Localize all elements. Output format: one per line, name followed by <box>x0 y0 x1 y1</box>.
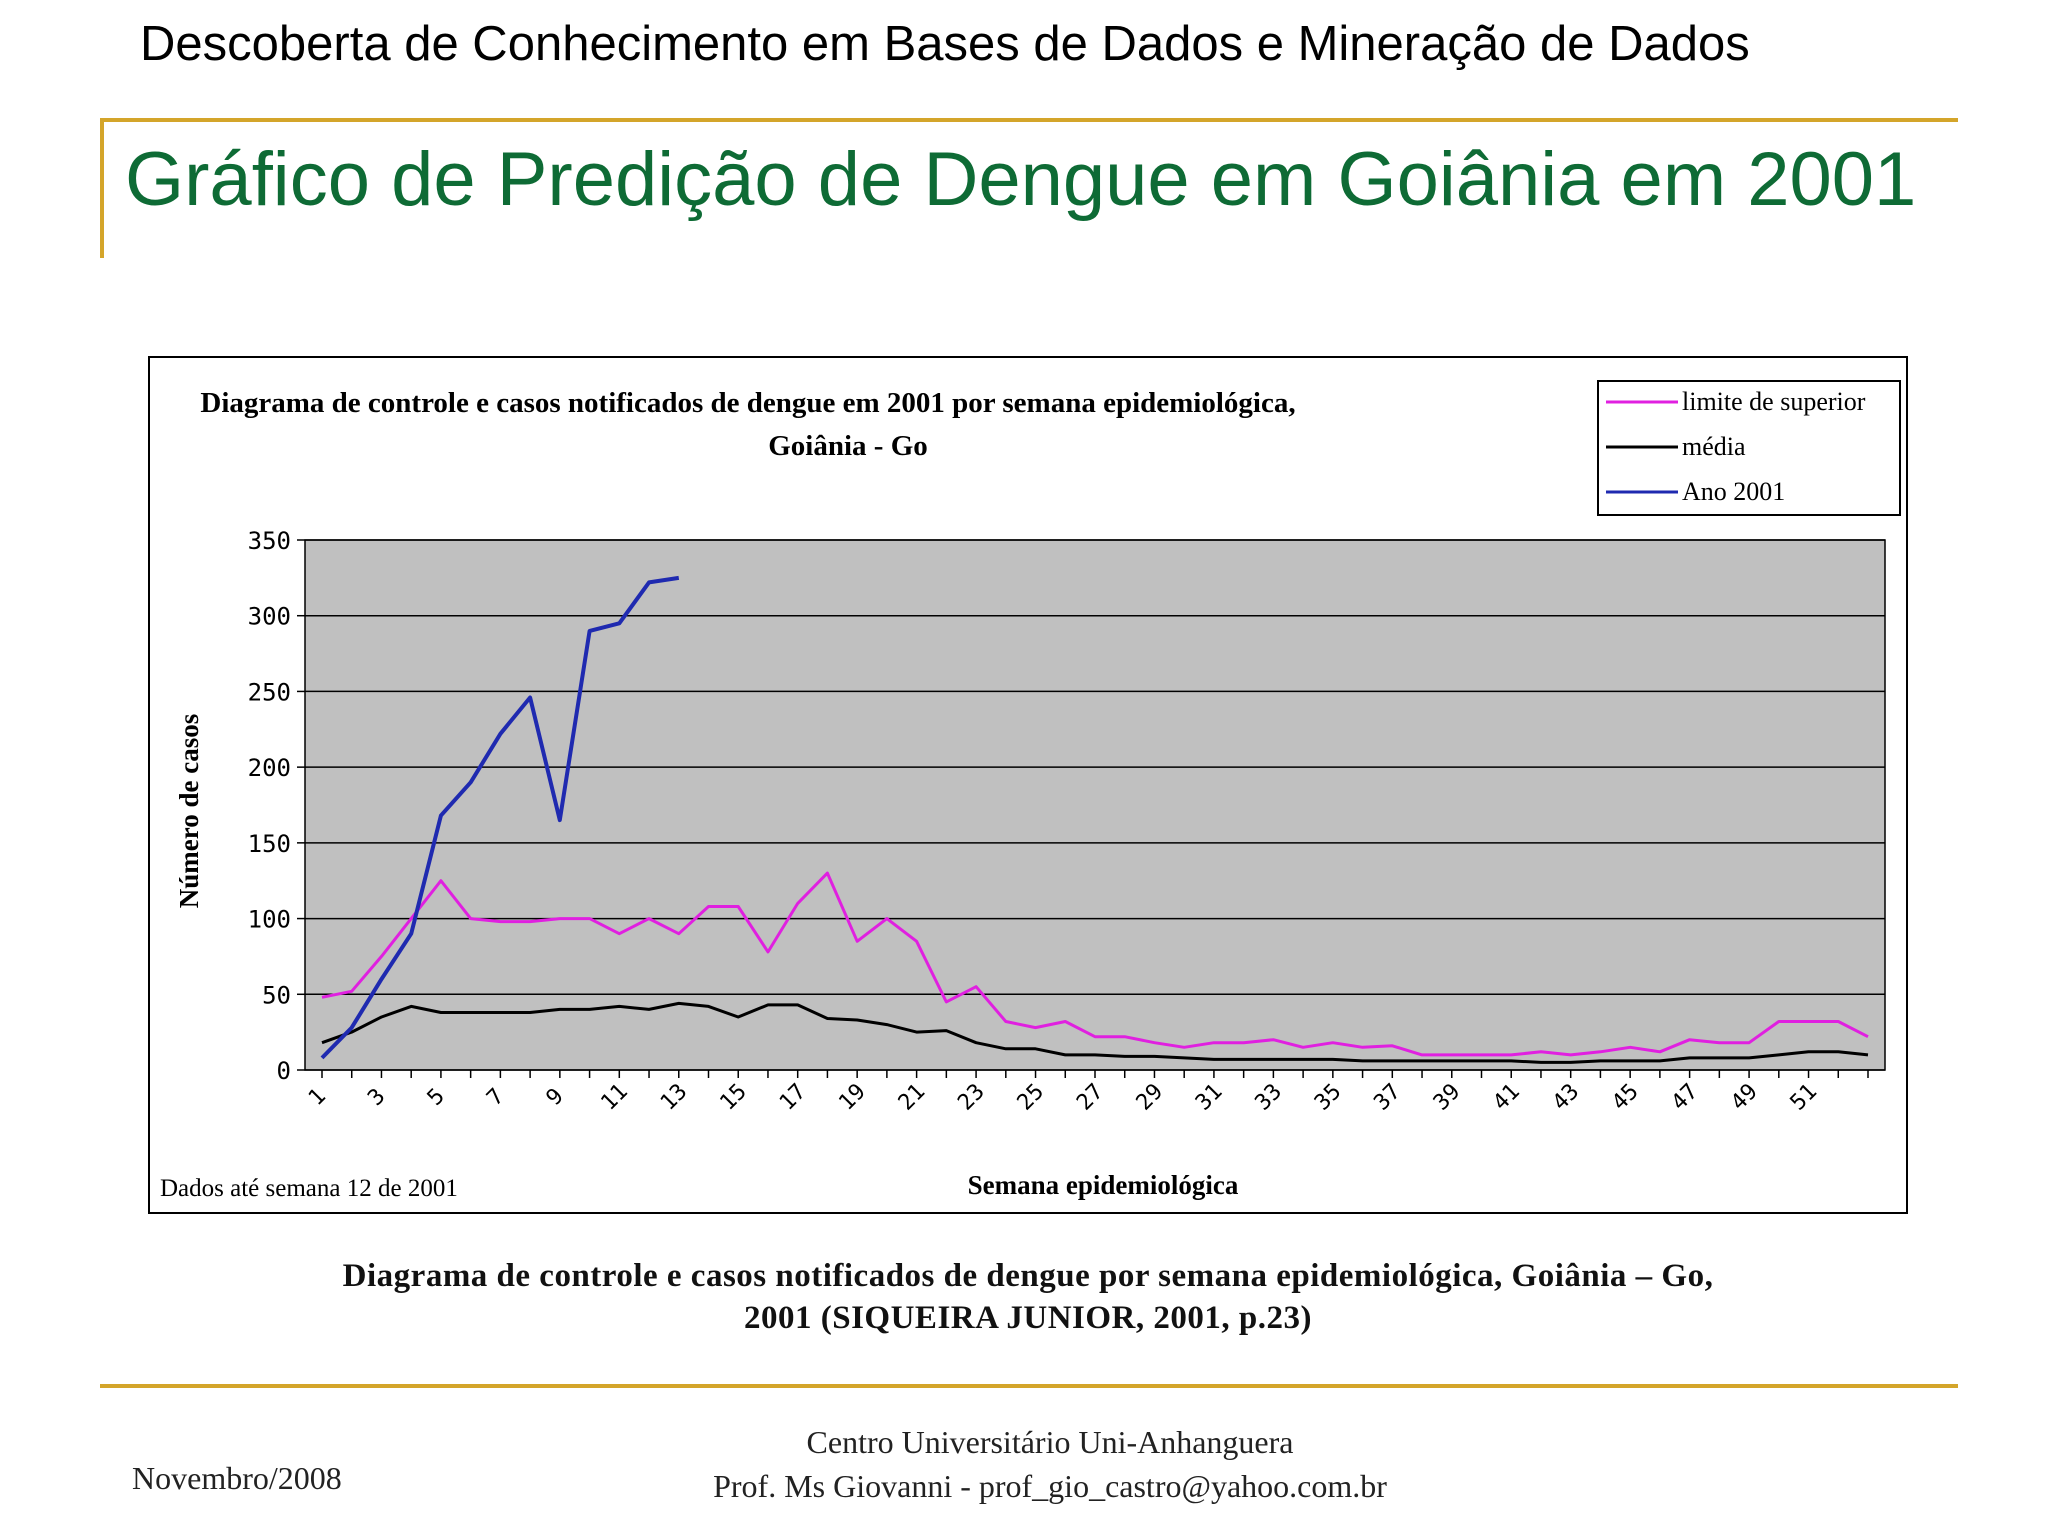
footer-credits: Centro Universitário Uni-Anhanguera Prof… <box>500 1420 1600 1508</box>
figure-caption: Diagrama de controle e casos notificados… <box>148 1255 1908 1339</box>
series-line-ano-2001 <box>320 575 680 1060</box>
y-tick-label: 0 <box>277 1057 291 1085</box>
legend-label: média <box>1682 432 1746 461</box>
footer-author: Prof. Ms Giovanni - prof_gio_castro@yaho… <box>713 1468 1387 1504</box>
footer-date: Novembro/2008 <box>132 1460 342 1496</box>
title-divider <box>100 118 1958 122</box>
header-text: Descoberta de Conhecimento em Bases de D… <box>140 17 1750 71</box>
series-group <box>320 575 1869 1064</box>
y-tick-label: 350 <box>248 527 291 555</box>
title-accent-bar <box>100 118 104 258</box>
y-tick-label: 300 <box>248 603 291 631</box>
caption-line-2: 2001 (SIQUEIRA JUNIOR, 2001, p.23) <box>744 1300 1312 1336</box>
series-line-media <box>321 1001 1869 1064</box>
chart-subtitle: Goiânia - Go <box>768 430 928 462</box>
y-axis-ticks: 0 50 100 150 200 250 300 350 <box>248 527 305 1085</box>
footer-institution: Centro Universitário Uni-Anhanguera <box>806 1424 1294 1460</box>
y-tick-label: 100 <box>248 906 291 934</box>
y-tick-label: 250 <box>248 678 291 706</box>
chart-title: Diagrama de controle e casos notificados… <box>200 387 1295 419</box>
dengue-chart: Diagrama de controle e casos notificados… <box>148 356 1908 1214</box>
legend-label: Ano 2001 <box>1682 477 1785 506</box>
x-axis-label: Semana epidemiológica <box>968 1170 1239 1200</box>
chart-legend: limite de superior média Ano 2001 <box>1597 380 1901 516</box>
caption-line-1: Diagrama de controle e casos notificados… <box>342 1258 1714 1294</box>
chart-container: Diagrama de controle e casos notificados… <box>148 356 1908 1214</box>
legend-label: limite de superior <box>1682 387 1866 416</box>
y-tick-label: 50 <box>262 981 291 1009</box>
y-tick-label: 150 <box>248 830 291 858</box>
plot-area <box>304 539 1886 1071</box>
slide-title: Gráfico de Predição de Dengue em Goiânia… <box>125 137 1917 222</box>
y-tick-label: 200 <box>248 754 291 782</box>
footer-divider <box>100 1384 1958 1388</box>
series-line-limite-de-superior <box>321 871 1869 1057</box>
y-axis-label: Número de casos <box>174 714 204 908</box>
chart-note: Dados até semana 12 de 2001 <box>160 1175 458 1202</box>
